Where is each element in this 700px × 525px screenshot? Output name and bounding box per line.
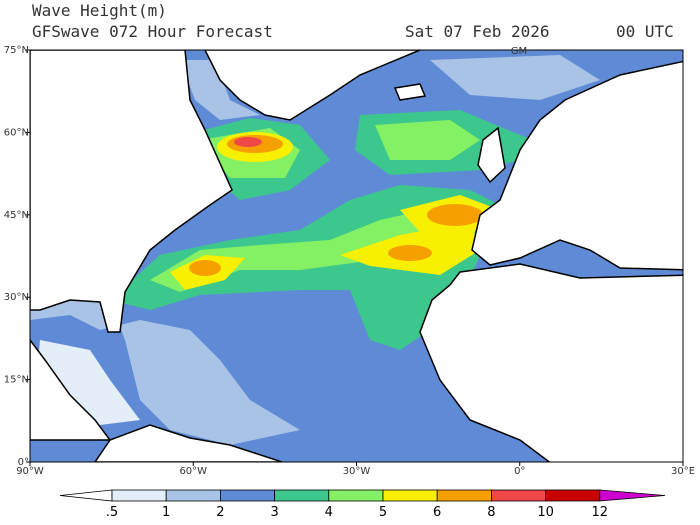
colorbar: .5 1 2 3 4 5 6 8 10 12: [59, 489, 666, 520]
lon-label: 30°E: [671, 466, 695, 477]
colorbar-label: 10: [537, 505, 554, 520]
region-6-8: [427, 204, 483, 226]
lat-label: 45°N: [4, 210, 29, 221]
colorbar-swatch: [545, 489, 601, 502]
colorbar-label: 1: [162, 505, 170, 520]
colorbar-swatch: [219, 489, 275, 502]
colorbar-swatch: [165, 489, 221, 502]
colorbar-label: 4: [325, 505, 333, 520]
land: [30, 50, 233, 333]
title: Wave Height(m): [32, 1, 167, 20]
colorbar-swatch: [382, 489, 438, 502]
colorbar-end: [599, 489, 666, 502]
meridian-marker: GM: [511, 46, 527, 57]
region-6-8: [388, 245, 432, 261]
colorbar-end: [59, 489, 113, 502]
land: [419, 263, 683, 462]
light-region: [180, 60, 260, 120]
lat-label: 60°N: [4, 127, 29, 138]
colorbar-label: 2: [216, 505, 224, 520]
colorbar-label: 6: [433, 505, 441, 520]
lon-label: 0°: [514, 466, 525, 477]
land: [94, 424, 283, 462]
lat-label: 0°: [18, 457, 29, 468]
date: Sat 07 Feb 2026: [405, 22, 550, 41]
lat-label: 15°N: [4, 375, 29, 386]
region-4-5: [375, 120, 480, 160]
region-6-8: [189, 260, 221, 276]
colorbar-swatch: [274, 489, 330, 502]
light-region: [430, 55, 600, 100]
light-region: [30, 300, 300, 445]
colorbar-swatch: [490, 489, 546, 502]
lon-label: 60°W: [179, 466, 207, 477]
colorbar-label: 12: [592, 505, 609, 520]
colorbar-label: 8: [487, 505, 495, 520]
time: 00 UTC: [616, 22, 674, 41]
lon-label: 90°W: [16, 466, 44, 477]
land: [471, 60, 683, 271]
colorbar-label: .5: [106, 505, 118, 520]
lon-label: 30°W: [343, 466, 371, 477]
subtitle: GFSwave 072 Hour Forecast: [32, 22, 273, 41]
colorbar-swatch: [111, 489, 167, 502]
land: [477, 126, 506, 184]
colorbar-swatch: [436, 489, 492, 502]
lat-label: 30°N: [4, 292, 29, 303]
land: [204, 50, 421, 121]
map-field: [30, 50, 683, 462]
land: [30, 338, 112, 441]
colorbar-label: 5: [379, 505, 387, 520]
region-8-10: [234, 137, 262, 147]
lat-label: 75°N: [4, 45, 29, 56]
colorbar-swatch: [328, 489, 384, 502]
land: [393, 83, 427, 101]
colorbar-label: 3: [270, 505, 278, 520]
